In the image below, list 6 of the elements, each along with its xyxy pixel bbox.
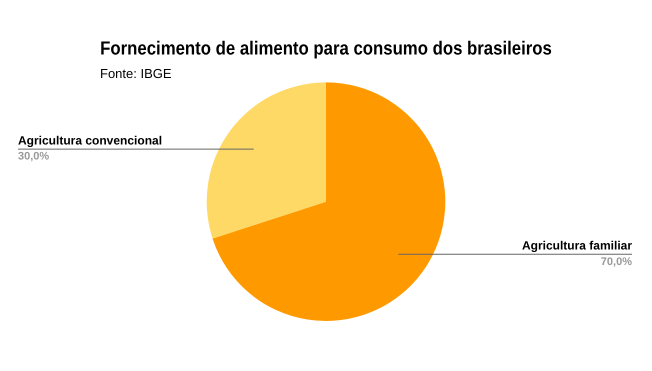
- chart-title: Fornecimento de alimento para consumo dos brasileiros: [100, 38, 552, 59]
- slice-label: Agricultura familiar: [522, 238, 632, 253]
- data-label: 70,0%: [600, 256, 632, 268]
- data-label: 30,0%: [18, 150, 50, 163]
- chart-subtitle: Fonte: IBGE: [100, 66, 172, 82]
- slice-label: Agricultura convencional: [18, 133, 162, 148]
